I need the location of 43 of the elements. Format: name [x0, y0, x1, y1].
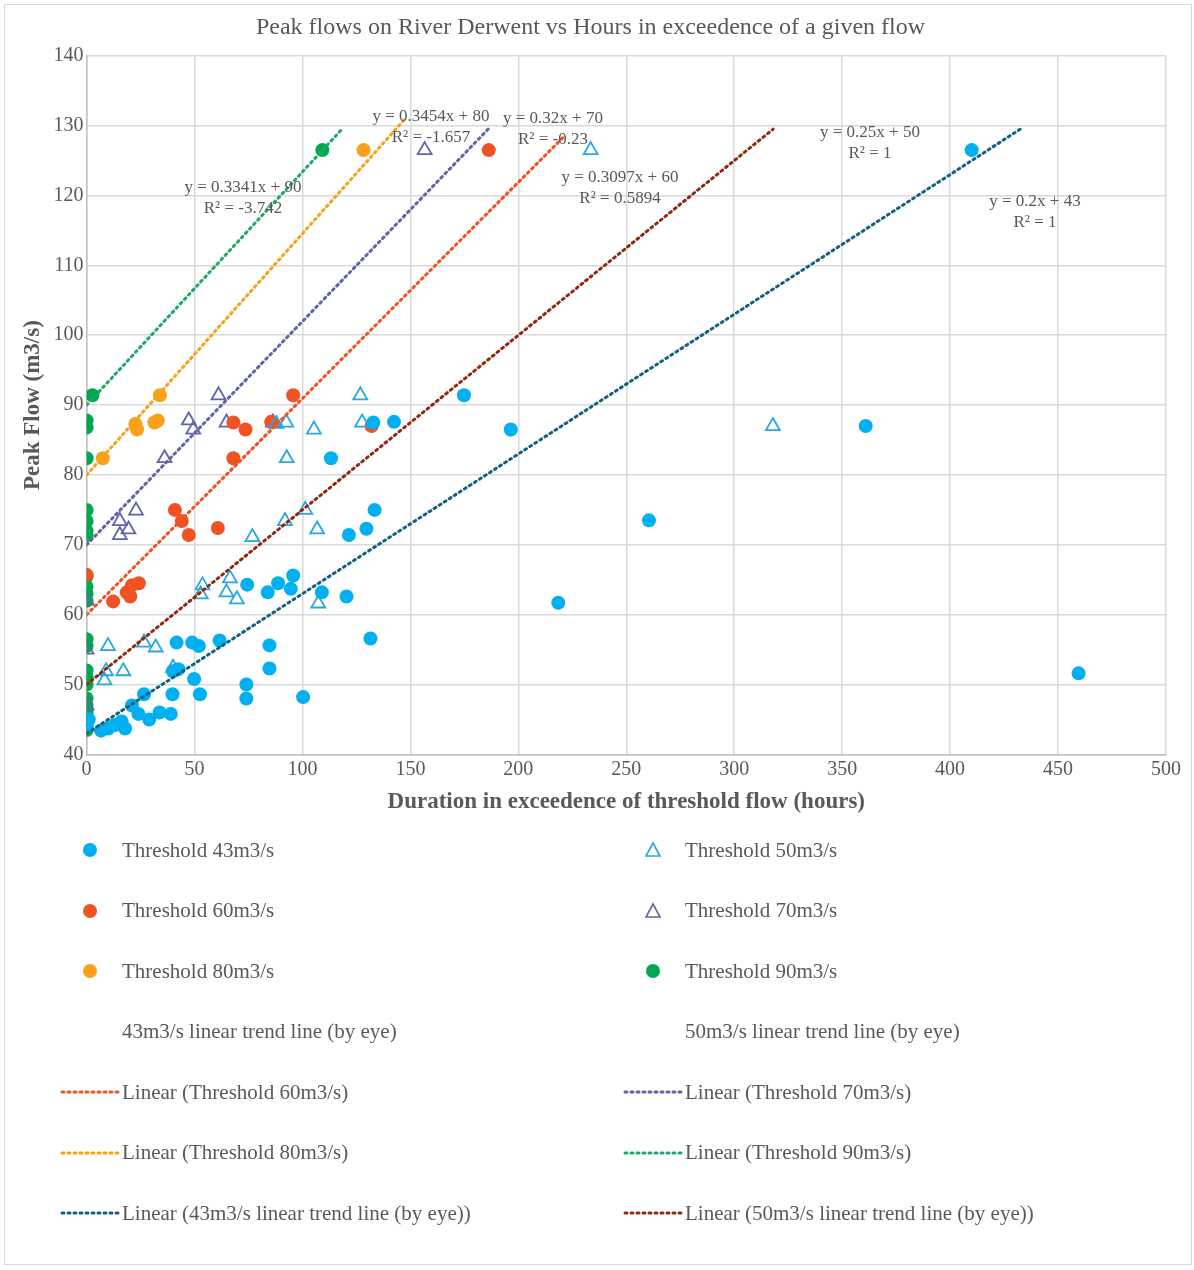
y-tick-label: 140 — [53, 43, 84, 66]
legend-label: Threshold 80m3/s — [122, 958, 275, 984]
y-tick-label: 40 — [63, 741, 84, 764]
text: 50m3/s linear trend line (by eye) — [685, 1019, 960, 1045]
x-tick-label: 300 — [719, 756, 750, 779]
x-tick-label: 250 — [611, 756, 642, 779]
legend-label: Threshold 90m3/s — [685, 958, 838, 984]
y-tick-label: 130 — [53, 112, 84, 135]
y-tick-label: 90 — [63, 392, 84, 415]
annotation: y = 0.3454x + 80 R² = -1.657 — [372, 105, 490, 146]
y-tick-label: 100 — [53, 322, 84, 345]
legend-label: Linear (Threshold 90m3/s) — [685, 1140, 912, 1166]
y-tick-label: 70 — [63, 532, 84, 555]
y-tick-label: 110 — [54, 252, 84, 275]
x-tick-label: 500 — [1151, 756, 1181, 779]
x-tick-label: 150 — [395, 756, 426, 779]
x-tick-label: 100 — [287, 756, 318, 779]
legend-label: Threshold 50m3/s — [685, 837, 838, 863]
legend-label: Linear (Threshold 70m3/s) — [685, 1079, 912, 1105]
text: 43m3/s linear trend line (by eye) — [122, 1019, 397, 1045]
x-tick-label: 400 — [935, 756, 966, 779]
legend-label: Linear (43m3/s linear trend line (by eye)) — [122, 1200, 471, 1226]
legend-label: Linear (Threshold 80m3/s) — [122, 1140, 349, 1166]
x-tick-label: 200 — [503, 756, 534, 779]
y-axis-title: Peak Flow (m3/s) — [18, 320, 44, 491]
legend-label: Linear (Threshold 60m3/s) — [122, 1079, 349, 1105]
legend-label: Threshold 43m3/s — [122, 837, 275, 863]
x-tick-label: 450 — [1043, 756, 1074, 779]
legend-label: Threshold 70m3/s — [685, 898, 838, 924]
x-axis-title: Duration in exceedence of threshold flow (hours) — [387, 788, 866, 814]
annotation: y = 0.25x + 50 R² = 1 — [820, 121, 920, 162]
y-tick-label: 60 — [63, 601, 84, 624]
y-tick-label: 80 — [63, 462, 84, 485]
legend-label: Linear (50m3/s linear trend line (by eye)) — [685, 1200, 1034, 1226]
annotation: y = 0.2x + 43 R² = 1 — [989, 190, 1081, 231]
legend-label: Threshold 60m3/s — [122, 898, 275, 924]
annotation: y = 0.3097x + 60 R² = 0.5894 — [561, 166, 679, 207]
x-tick-label: 50 — [184, 756, 205, 779]
chart-title: Peak flows on River Derwent vs Hours in exceedence of a given flow — [255, 12, 926, 39]
annotation: y = 0.32x + 70 R² = -0.23 — [503, 107, 603, 148]
y-tick-label: 120 — [53, 182, 84, 205]
y-tick-label: 50 — [63, 671, 84, 694]
x-tick-label: 350 — [827, 756, 858, 779]
